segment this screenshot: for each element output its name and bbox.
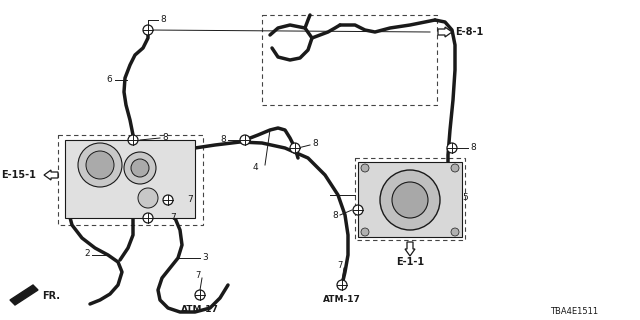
Circle shape: [195, 290, 205, 300]
Text: 8: 8: [220, 135, 226, 145]
Circle shape: [451, 228, 459, 236]
Bar: [262, 15, 437, 105]
Bar: [58, 135, 203, 225]
Circle shape: [361, 164, 369, 172]
Circle shape: [128, 135, 138, 145]
Circle shape: [86, 151, 114, 179]
Text: ATM-17: ATM-17: [181, 306, 219, 315]
Text: 3: 3: [202, 252, 208, 261]
Circle shape: [78, 143, 122, 187]
Text: TBA4E1511: TBA4E1511: [550, 308, 598, 316]
Polygon shape: [44, 170, 58, 180]
Polygon shape: [438, 27, 452, 37]
Circle shape: [138, 188, 158, 208]
Text: 2: 2: [84, 250, 90, 259]
Text: 8: 8: [312, 140, 317, 148]
Circle shape: [163, 195, 173, 205]
Text: 8: 8: [160, 15, 166, 25]
Text: FR.: FR.: [42, 291, 60, 301]
Text: 8: 8: [162, 132, 168, 141]
Circle shape: [131, 159, 149, 177]
Text: 6: 6: [106, 76, 112, 84]
Text: 5: 5: [462, 194, 468, 203]
Circle shape: [361, 228, 369, 236]
Bar: [65, 140, 195, 218]
Text: 7: 7: [337, 260, 342, 269]
Circle shape: [392, 182, 428, 218]
Text: 7: 7: [187, 196, 193, 204]
Circle shape: [380, 170, 440, 230]
Text: 7: 7: [195, 270, 200, 279]
Circle shape: [143, 213, 153, 223]
Circle shape: [143, 25, 153, 35]
Circle shape: [451, 164, 459, 172]
Circle shape: [124, 152, 156, 184]
Text: 8: 8: [470, 143, 476, 153]
Polygon shape: [405, 242, 415, 256]
Text: E-8-1: E-8-1: [455, 27, 483, 37]
Text: 4: 4: [252, 164, 258, 172]
Circle shape: [447, 143, 457, 153]
Bar: [358, 162, 462, 237]
Text: E-15-1: E-15-1: [1, 170, 36, 180]
Text: ATM-17: ATM-17: [323, 295, 361, 305]
Text: E-1-1: E-1-1: [396, 257, 424, 267]
Circle shape: [290, 143, 300, 153]
Circle shape: [353, 205, 363, 215]
Bar: [355, 158, 465, 240]
Text: 8: 8: [332, 211, 338, 220]
Polygon shape: [10, 285, 38, 305]
Circle shape: [337, 280, 347, 290]
Text: 7: 7: [170, 213, 176, 222]
Text: 1: 1: [357, 189, 363, 198]
Circle shape: [240, 135, 250, 145]
